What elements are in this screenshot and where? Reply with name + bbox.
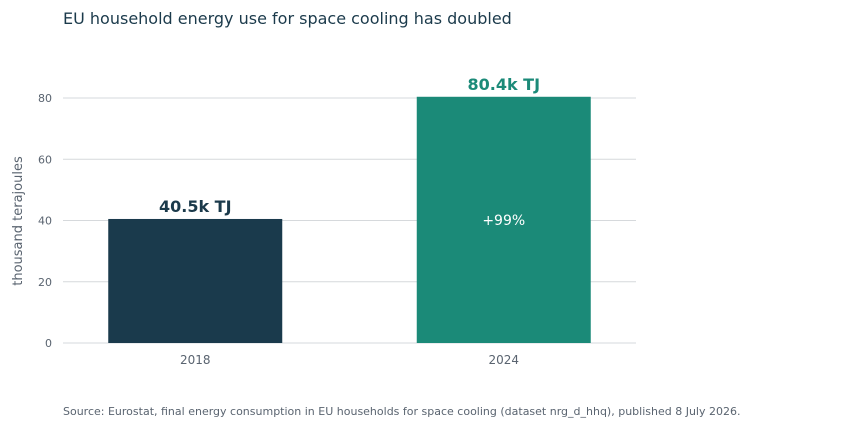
y-tick-label: 60 bbox=[38, 153, 52, 166]
value-label: 80.4k TJ bbox=[467, 75, 540, 94]
x-tick-label: 2024 bbox=[488, 353, 519, 367]
bar-2018 bbox=[108, 218, 283, 343]
change-annotation: +99% bbox=[482, 213, 525, 229]
bar-2024 bbox=[416, 96, 591, 344]
x-tick-label: 2018 bbox=[180, 353, 211, 367]
y-axis-label: thousand terajoules bbox=[11, 156, 26, 286]
y-tick-label: 20 bbox=[38, 276, 52, 289]
y-tick-label: 0 bbox=[45, 337, 52, 350]
x-axis-ticks: 2018 2024 bbox=[180, 353, 519, 367]
value-label: 40.5k TJ bbox=[159, 197, 232, 216]
source-note: Source: Eurostat, final energy consumpti… bbox=[63, 405, 740, 418]
bars bbox=[108, 96, 591, 344]
y-tick-label: 40 bbox=[38, 215, 52, 228]
value-labels: 40.5k TJ 80.4k TJ bbox=[159, 75, 540, 216]
chart-title: EU household energy use for space coolin… bbox=[63, 9, 512, 28]
y-tick-label: 80 bbox=[38, 92, 52, 105]
y-axis-ticks: 0 20 40 60 80 bbox=[38, 92, 52, 350]
